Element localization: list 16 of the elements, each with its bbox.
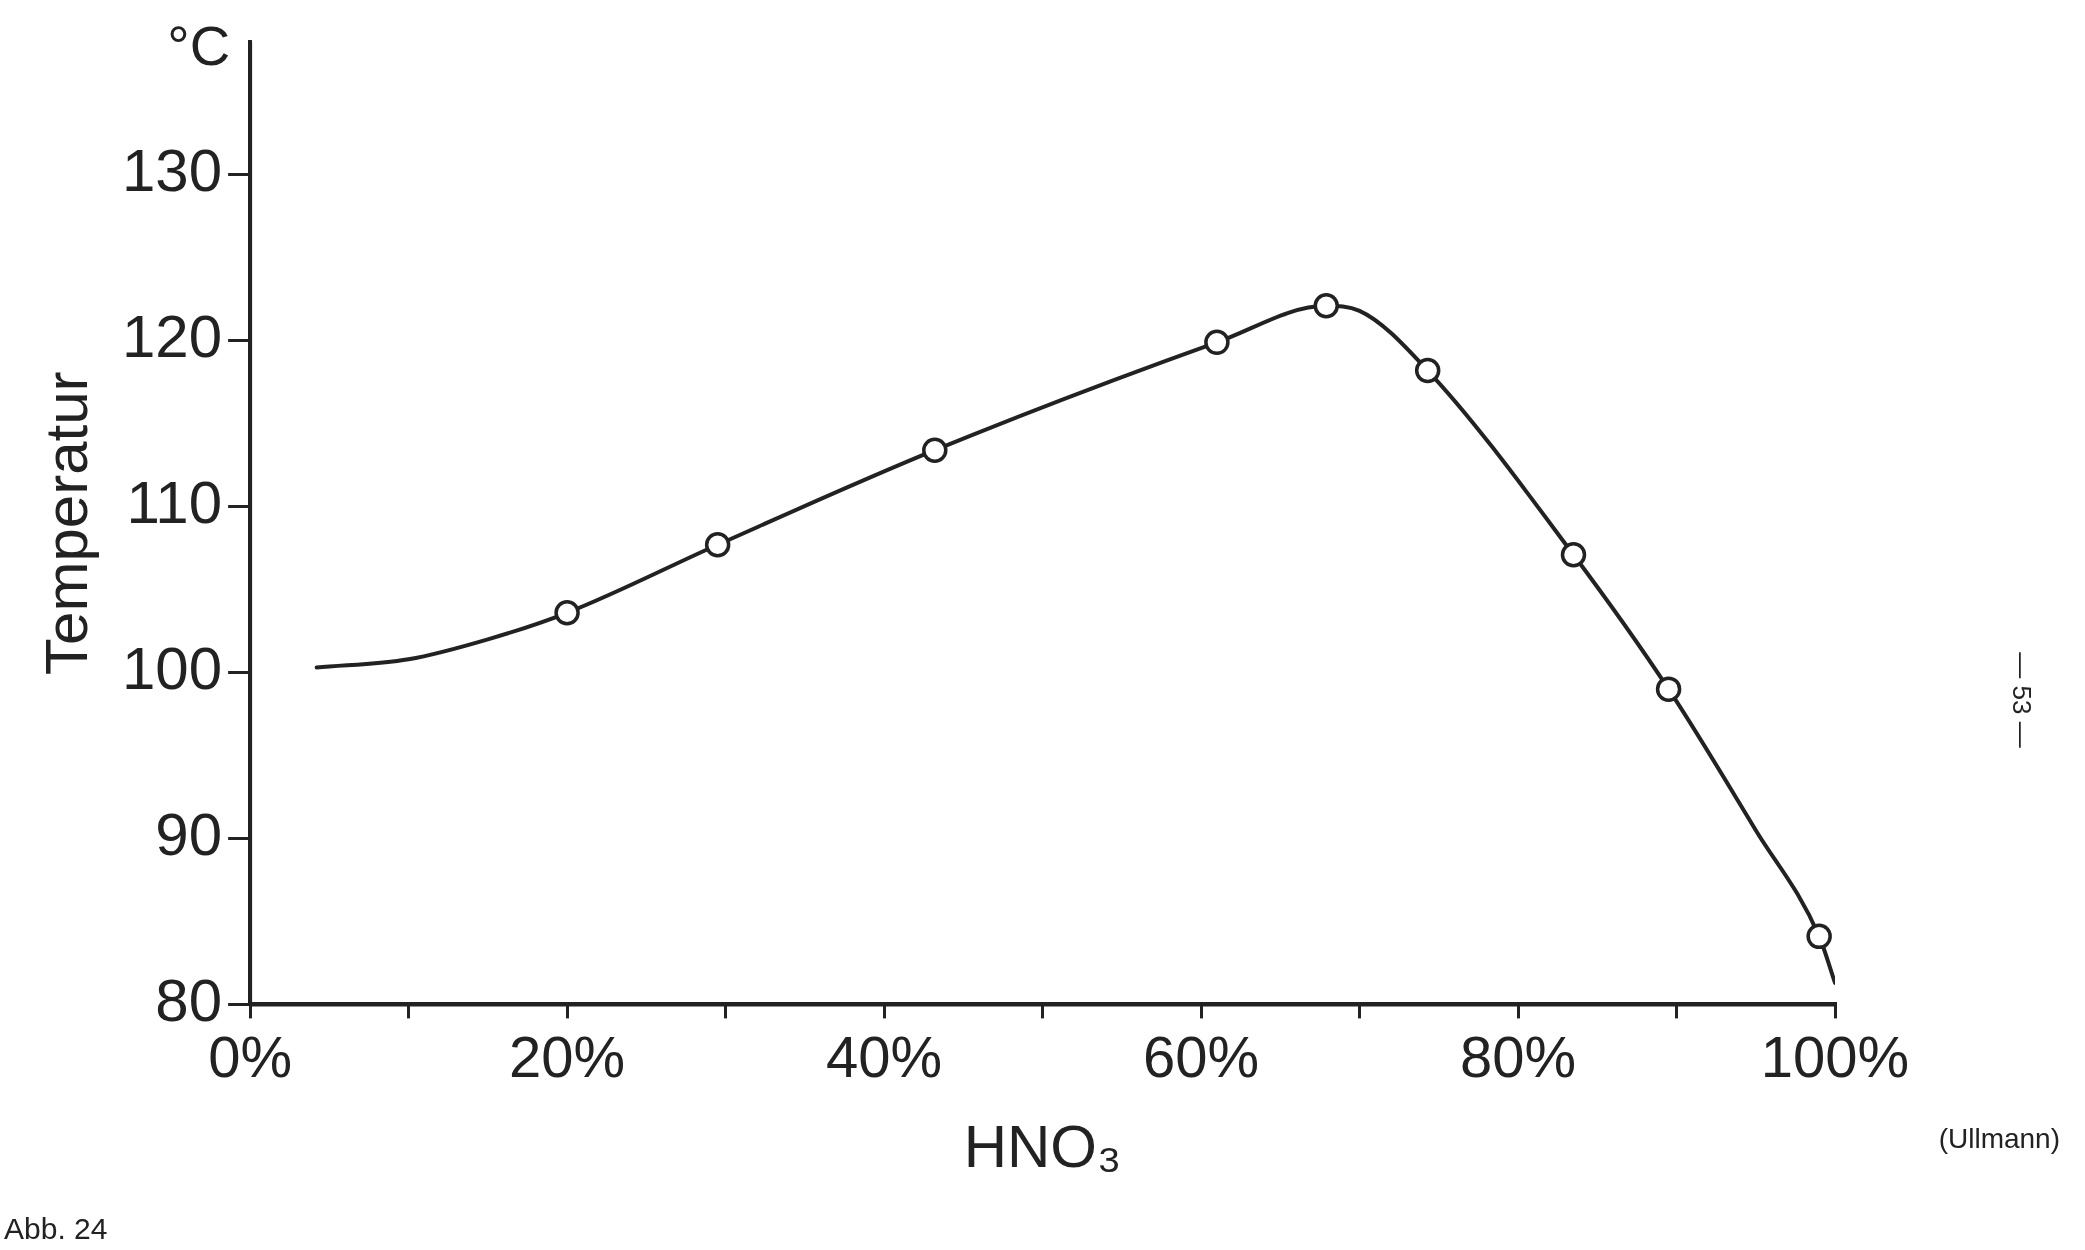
caption: Abb. 24 <box>4 1212 108 1246</box>
y-axis-title: Temperatur <box>32 371 100 675</box>
x-tick-label: 40% <box>826 1024 943 1090</box>
x-tick-label: 100% <box>1760 1024 1910 1090</box>
y-tick-label: 100 <box>122 635 223 703</box>
y-tick-label: 90 <box>155 801 223 869</box>
x-tick-label: 80% <box>1459 1024 1577 1090</box>
text: (Ullmann) <box>1938 1122 2060 1154</box>
y-tick-label: 120 <box>122 303 223 371</box>
text: °C <box>167 14 231 78</box>
x-axis-title: HNO₃ <box>963 1112 1122 1180</box>
y-tick-label: 110 <box>126 469 223 537</box>
y-tick-label: 130 <box>122 137 223 205</box>
text: — 53 — <box>2006 652 2037 748</box>
x-tick-label: 60% <box>1143 1024 1260 1090</box>
x-tick-label: 20% <box>509 1024 626 1090</box>
